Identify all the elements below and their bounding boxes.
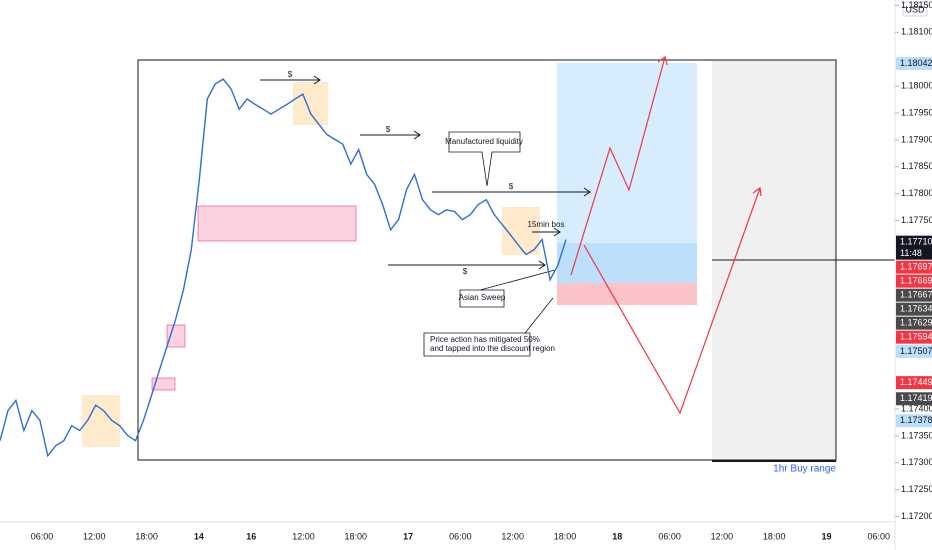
y-tick-label: 1.18150 <box>901 0 932 10</box>
y-tick-label: 1.18100 <box>901 27 932 37</box>
price-tag-label: 1.17507 <box>900 346 932 356</box>
x-tick-label: 06:00 <box>31 531 54 541</box>
liquidity-line <box>260 75 321 85</box>
price-tag <box>896 260 932 274</box>
x-tick-label: 06:00 <box>449 531 472 541</box>
x-tick-label: 18:00 <box>763 531 786 541</box>
annotation: Asian Sweep <box>459 293 506 302</box>
price-tag-label: 1.17669 <box>900 276 932 286</box>
annotation: $ <box>386 125 391 134</box>
annotation: and tapped into the discount region <box>430 344 555 353</box>
price-tag <box>896 376 932 390</box>
x-tick-label: 18:00 <box>135 531 158 541</box>
x-tick-label: 06:00 <box>658 531 681 541</box>
price-tag <box>896 316 932 330</box>
y-tick-label: 1.17400 <box>901 403 932 413</box>
callout <box>459 269 556 308</box>
annotation: 15min bos <box>528 220 565 229</box>
currency-badge <box>902 1 928 17</box>
price-tag-label: 1.17667 <box>900 290 932 300</box>
price-tag <box>896 57 932 71</box>
y-tick-label: 1.17750 <box>901 215 932 225</box>
entry-zone <box>557 243 697 283</box>
x-tick-label: 12:00 <box>83 531 106 541</box>
y-tick-label: 1.17900 <box>901 134 932 144</box>
bos-line <box>532 227 561 237</box>
imbalance-zone <box>151 377 176 391</box>
annotation: Manufactured liquidity <box>445 137 523 146</box>
price-tag <box>896 288 932 302</box>
x-tick-label: 14 <box>194 531 204 541</box>
price-line <box>0 78 567 458</box>
x-tick-label: 16 <box>246 531 256 541</box>
x-tick-label: 18 <box>612 531 622 541</box>
projection-arrow <box>583 186 762 415</box>
price-tag-label: 1.17449 <box>900 377 932 387</box>
callout <box>448 131 521 187</box>
price-tag-label: 1.18042 <box>900 58 932 68</box>
order-block <box>502 207 540 255</box>
y-tick-label: 1.17800 <box>901 188 932 198</box>
order-block <box>293 82 328 125</box>
x-tick-label: 19 <box>821 531 831 541</box>
annotation: 1hr Buy range <box>773 464 836 475</box>
y-tick-label: 1.18000 <box>901 80 932 90</box>
y-tick-label: 1.17200 <box>901 511 932 521</box>
price-tag <box>896 274 932 288</box>
y-tick-label: 1.17250 <box>901 484 932 494</box>
x-tick-label: 17 <box>403 531 413 541</box>
liquidity-line <box>360 130 421 140</box>
x-tick-label: 18:00 <box>554 531 577 541</box>
y-tick-label: 1.17300 <box>901 457 932 467</box>
x-tick-label: 18:00 <box>345 531 368 541</box>
annotation: $ <box>288 70 293 79</box>
callouts <box>423 131 556 357</box>
x-tick-label: 06:00 <box>868 531 891 541</box>
y-tick-label: 1.17850 <box>901 161 932 171</box>
price-tag-label: 1.17710 <box>900 237 932 247</box>
y-tick-label: 1.17350 <box>901 430 932 440</box>
target-zone <box>557 63 697 243</box>
x-tick-label: 12:00 <box>501 531 524 541</box>
currency: USD <box>905 4 925 14</box>
y-tick-label: 1.17950 <box>901 107 932 117</box>
callout <box>423 297 554 357</box>
price-tag <box>896 235 932 260</box>
projection-arrows <box>570 55 762 415</box>
stop-zone <box>557 283 697 305</box>
projection-arrow <box>570 55 668 276</box>
price-tag <box>896 302 932 316</box>
imbalance-zone <box>197 205 357 242</box>
annotation: $ <box>463 267 468 276</box>
annotation: $ <box>509 182 514 191</box>
liquidity-line <box>432 187 591 197</box>
liquidity-line <box>388 260 546 270</box>
price-tag-label: 1.17629 <box>900 318 932 328</box>
price-tag-label: 1.17378 <box>900 415 932 425</box>
x-tick-label: 12:00 <box>711 531 734 541</box>
price-tag-label: 1.17634 <box>900 304 932 314</box>
x-tick-label: 12:00 <box>292 531 315 541</box>
price-tag <box>896 330 932 344</box>
price-tag-label: 1.17419 <box>900 393 932 403</box>
countdown: 11:48 <box>900 248 922 258</box>
price-tag-label: 1.17697 <box>900 262 932 272</box>
price-tag <box>896 344 932 358</box>
price-tag <box>896 392 932 406</box>
annotation: Price action has mitigated 50% <box>430 335 540 344</box>
price-tag-label: 1.17594 <box>900 332 932 342</box>
price-tag <box>896 414 932 428</box>
liquidity-lines <box>260 75 591 270</box>
